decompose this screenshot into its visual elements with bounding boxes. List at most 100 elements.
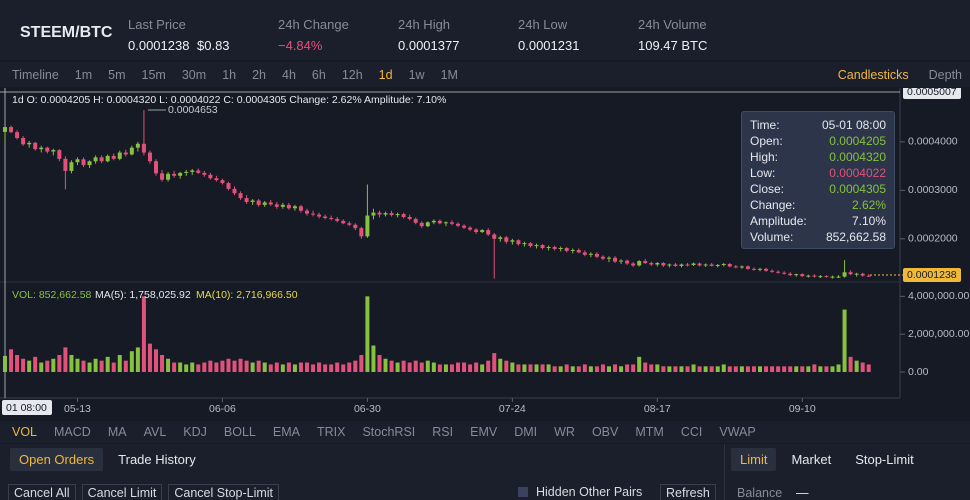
volume-bar [208,360,213,372]
checkbox[interactable] [518,487,528,497]
candle-body [135,143,140,148]
interval-option[interactable]: 2h [252,68,266,82]
crosshair-price: 0.0005007 [907,88,957,98]
interval-option[interactable]: 1h [222,68,237,82]
volume-bar [178,362,183,372]
tooltip-row: Low: 0.0004022 [742,165,894,181]
interval-option[interactable]: 4h [282,68,296,82]
interval-option[interactable]: 1m [74,68,93,82]
volume-bar [274,362,279,372]
candle-body [842,272,847,277]
candle-body [425,222,430,227]
indicator-option[interactable]: MTM [635,425,664,439]
interval-option[interactable]: 12h [341,68,363,82]
refresh-button[interactable]: Refresh [660,484,716,500]
trade-tab[interactable]: Market [791,452,832,467]
indicator-option[interactable]: KDJ [183,425,207,439]
tooltip-value: 0.0004320 [829,150,886,164]
volume-bar [329,364,334,372]
interval-option[interactable]: 1M [440,68,458,82]
view-option[interactable]: Depth [928,68,962,82]
candle-body [274,204,279,207]
candle-body [123,152,128,155]
interval-option[interactable]: 30m [181,68,207,82]
candle-body [395,214,400,216]
candle-body [456,223,460,226]
volume-bar [335,362,340,372]
indicator-option[interactable]: StochRSI [362,425,416,439]
candle-body [51,150,56,152]
stat-value: −4.84% [278,38,323,53]
volume-bar [607,366,611,372]
candle-body [764,268,769,271]
indicator-option[interactable]: VWAP [719,425,756,439]
volume-bar [154,349,158,372]
volume-bar [691,364,696,372]
stat-value: 0.0001231 [518,38,580,53]
indicator-option[interactable]: CCI [680,425,703,439]
volume-bar [117,354,122,372]
order-tab[interactable]: Open Orders [10,448,104,471]
volume-bar [63,347,68,372]
candle-body [788,273,793,276]
view-option[interactable]: Candlesticks [837,68,909,82]
candle-body [733,266,738,268]
volume-bar [866,364,871,372]
volume-bar [280,364,285,372]
candle-body [582,252,587,255]
trade-tab[interactable]: Stop-Limit [855,452,914,467]
volume-bar [425,360,430,372]
interval-option[interactable]: 5m [108,68,126,82]
indicator-option[interactable]: EMA [272,425,300,439]
candle-body [443,222,448,224]
order-tab[interactable]: Trade History [118,452,196,467]
volume-bar [389,360,394,372]
cancel-button[interactable]: Cancel Stop-Limit [168,484,280,500]
interval-option[interactable]: Timeline [12,68,59,82]
volume-bar [727,366,732,372]
hide-pairs-filter[interactable]: Hidden Other Pairs [518,485,642,499]
volume-bar [365,296,370,372]
candle-body [588,253,593,255]
indicator-option[interactable]: TRIX [316,425,346,439]
candle-body [480,230,485,233]
volume-bar [39,362,44,372]
indicator-option[interactable]: EMV [470,425,498,439]
candle-body [141,143,146,153]
candle-body [317,214,322,217]
interval-option[interactable]: 15m [141,68,166,82]
candle-body [9,127,14,133]
candle-body [782,272,787,274]
indicator-option[interactable]: AVL [143,425,167,439]
volume-bar [45,360,50,372]
cancel-button[interactable]: Cancel All [8,484,76,500]
trade-tab[interactable]: Limit [731,448,777,471]
cancel-button[interactable]: Cancel Limit [81,484,163,500]
last-price-box [903,268,961,282]
interval-option[interactable]: 1d [378,68,393,82]
indicator-option[interactable]: VOL [12,425,38,439]
tooltip-row: Close: 0.0004305 [742,181,894,197]
indicator-option[interactable]: OBV [591,425,619,439]
interval-option[interactable]: 6h [311,68,326,82]
candle-body [510,240,515,242]
pair-name[interactable]: STEEM/BTC [20,24,113,41]
filter-label[interactable]: Hidden Other Pairs [536,485,643,499]
volume-bar [9,349,14,372]
indicator-option[interactable]: BOLL [223,425,256,439]
candle-body [570,249,575,251]
volume-bar [141,296,146,372]
indicator-option[interactable]: DMI [514,425,538,439]
indicator-option[interactable]: WR [554,425,575,439]
volume-bar [721,364,726,372]
candle-body [226,183,231,189]
volume-bar [262,362,267,372]
candle-body [15,132,20,138]
indicator-option[interactable]: RSI [432,425,454,439]
volume-bar [383,358,388,372]
candle-body [238,193,243,199]
ohlc-legend: 1d O: 0.0004205 H: 0.0004320 L: 0.000402… [12,94,446,106]
interval-option[interactable]: 1w [408,68,425,82]
indicator-option[interactable]: MA [107,425,127,439]
indicator-option[interactable]: MACD [54,425,91,439]
